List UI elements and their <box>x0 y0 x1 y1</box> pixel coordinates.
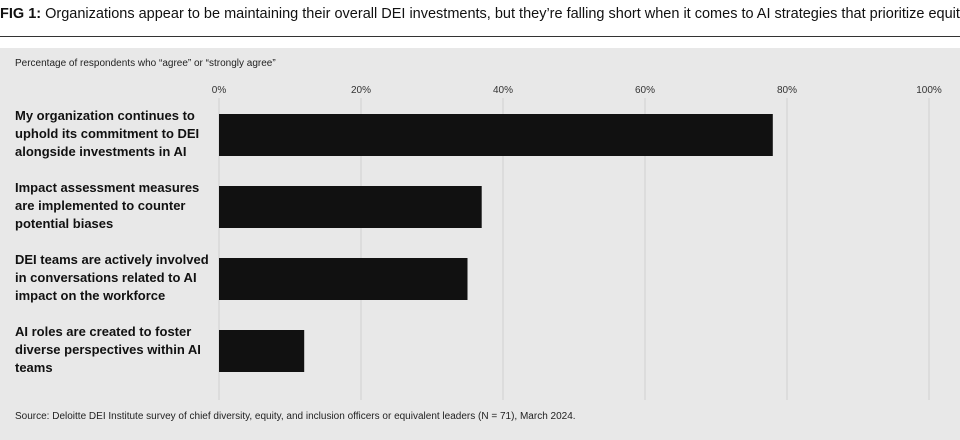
chart: 0% 20% 40% 60% 80% 100% <box>212 85 942 400</box>
category-label: AI roles are created to foster diverse p… <box>15 324 201 375</box>
x-tick-label: 100% <box>916 85 942 96</box>
x-tick-label: 60% <box>635 85 655 96</box>
x-tick-label: 40% <box>493 85 513 96</box>
rule <box>0 36 960 37</box>
title-text: Organizations appear to be maintaining t… <box>45 6 960 22</box>
bar <box>219 114 773 156</box>
subtitle: Percentage of respondents who “agree” or… <box>15 58 276 69</box>
title: FIG 1: Organizations appear to be mainta… <box>0 6 960 22</box>
x-tick-label: 0% <box>212 85 227 96</box>
bar <box>219 258 468 300</box>
source: Source: Deloitte DEI Institute survey of… <box>15 411 576 422</box>
fig-label: FIG 1: <box>0 6 42 22</box>
category-label: My organization continues to uphold its … <box>15 108 200 159</box>
category-label: DEI teams are actively involved in conve… <box>15 252 209 303</box>
bar <box>219 330 305 372</box>
x-tick-label: 80% <box>777 85 797 96</box>
x-tick-label: 20% <box>351 85 371 96</box>
bar <box>219 186 482 228</box>
chart-panel: 0% 20% 40% 60% 80% 100% Percentage of respond… <box>0 48 960 440</box>
category-label: Impact assessment measures are implement… <box>15 180 200 231</box>
